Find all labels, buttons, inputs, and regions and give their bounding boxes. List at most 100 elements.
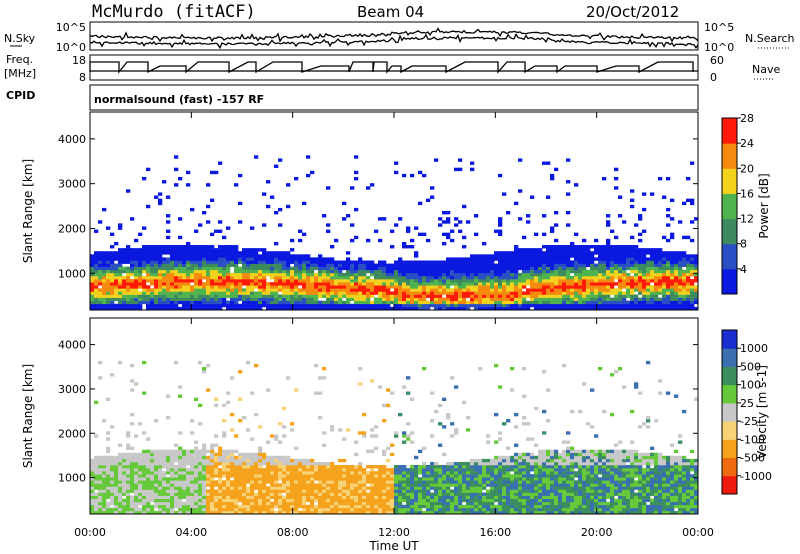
heatmap-cell (426, 238, 431, 243)
heatmap-cell (174, 300, 179, 305)
heatmap-cell (422, 495, 427, 499)
heatmap-cell (462, 294, 467, 298)
heatmap-cell (690, 260, 695, 264)
heatmap-cell (494, 251, 499, 255)
heatmap-cell (394, 266, 399, 271)
heatmap-cell (330, 297, 335, 302)
heatmap-cell (546, 279, 551, 283)
heatmap-cell (174, 471, 179, 475)
heatmap-cell (362, 279, 367, 283)
heatmap-cell (114, 254, 119, 258)
heatmap-cell (278, 468, 283, 472)
heatmap-cell (634, 288, 639, 292)
heatmap-cell (210, 272, 215, 277)
heatmap-cell (650, 263, 655, 267)
heatmap-cell (590, 291, 595, 295)
heatmap-cell (458, 269, 463, 274)
heatmap-cell (446, 489, 451, 493)
heatmap-cell (382, 465, 387, 469)
heatmap-cell (478, 288, 483, 292)
heatmap-cell (234, 483, 239, 487)
heatmap-cell (414, 471, 419, 475)
heatmap-cell (238, 282, 243, 286)
heatmap-cell (242, 275, 247, 280)
heatmap-cell (326, 483, 331, 487)
heatmap-cell (554, 282, 559, 286)
heatmap-cell (446, 416, 451, 420)
heatmap-cell (214, 507, 219, 512)
heatmap-cell (318, 495, 323, 499)
heatmap-cell (138, 251, 143, 255)
heatmap-cell (278, 257, 283, 261)
heatmap-cell (322, 275, 327, 280)
heatmap-cell (326, 510, 331, 515)
heatmap-cell (450, 272, 455, 277)
heatmap-cell (182, 300, 187, 305)
heatmap-cell (114, 501, 119, 506)
heatmap-cell (338, 468, 343, 472)
heatmap-cell (638, 306, 643, 311)
heatmap-cell (362, 492, 367, 496)
heatmap-cell (246, 279, 251, 283)
heatmap-cell (158, 269, 163, 274)
heatmap-cell (110, 306, 115, 311)
heatmap-cell (574, 291, 579, 295)
heatmap-cell (262, 192, 267, 196)
heatmap-cell (142, 263, 147, 267)
heatmap-cell (130, 251, 135, 255)
heatmap-cell (606, 214, 611, 218)
heatmap-cell (630, 254, 635, 258)
heatmap-cell (590, 260, 595, 264)
heatmap-cell (318, 465, 323, 469)
heatmap-cell (90, 279, 95, 283)
heatmap-cell (154, 291, 159, 295)
heatmap-cell (102, 458, 107, 463)
heatmap-cell (226, 282, 231, 286)
heatmap-cell (186, 501, 191, 506)
heatmap-cell (98, 297, 103, 302)
heatmap-cell (230, 455, 235, 460)
heatmap-cell (186, 468, 191, 472)
heatmap-cell (450, 288, 455, 292)
heatmap-cell (438, 489, 443, 493)
heatmap-cell (402, 282, 407, 286)
heatmap-cell (330, 303, 335, 308)
heatmap-cell (602, 266, 607, 271)
heatmap-cell (266, 294, 271, 298)
heatmap-cell (374, 229, 379, 233)
heatmap-cell (566, 297, 571, 302)
heatmap-cell (270, 195, 275, 199)
heatmap-cell (522, 266, 527, 271)
heatmap-cell (182, 486, 187, 490)
heatmap-cell (610, 269, 615, 274)
heatmap-cell (458, 275, 463, 280)
heatmap-cell (438, 465, 443, 469)
heatmap-cell (502, 306, 507, 311)
heatmap-cell (90, 269, 95, 274)
heatmap-cell (302, 266, 307, 271)
heatmap-cell (242, 294, 247, 298)
heatmap-cell (374, 498, 379, 503)
heatmap-cell (438, 471, 443, 475)
heatmap-cell (690, 291, 695, 295)
heatmap-cell (410, 468, 415, 472)
heatmap-cell (278, 260, 283, 264)
heatmap-cell (642, 297, 647, 302)
heatmap-cell (178, 294, 183, 298)
heatmap-cell (354, 303, 359, 308)
heatmap-cell (678, 288, 683, 292)
heatmap-cell (570, 291, 575, 295)
heatmap-cell (550, 173, 555, 178)
heatmap-cell (398, 285, 403, 289)
heatmap-cell (578, 248, 583, 252)
heatmap-cell (354, 306, 359, 311)
heatmap-cell (258, 288, 263, 292)
heatmap-cell (654, 263, 659, 267)
heatmap-cell (434, 266, 439, 271)
heatmap-cell (218, 489, 223, 493)
heatmap-cell (578, 282, 583, 286)
heatmap-cell (94, 468, 99, 472)
heatmap-cell (254, 492, 259, 496)
heatmap-cell (146, 498, 151, 503)
heatmap-cell (258, 248, 263, 252)
